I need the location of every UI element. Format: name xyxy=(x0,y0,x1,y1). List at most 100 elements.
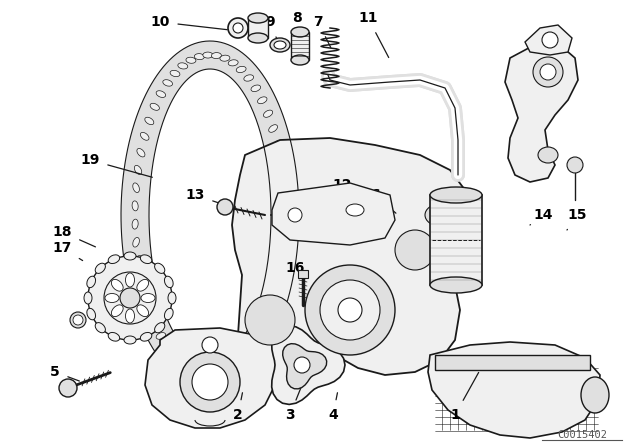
Polygon shape xyxy=(272,183,395,245)
Ellipse shape xyxy=(264,313,273,320)
Ellipse shape xyxy=(145,306,154,313)
Ellipse shape xyxy=(244,349,253,355)
Ellipse shape xyxy=(156,332,166,339)
Text: 10: 10 xyxy=(150,15,227,30)
Ellipse shape xyxy=(269,297,278,306)
Text: 18: 18 xyxy=(52,225,95,247)
Ellipse shape xyxy=(87,308,95,320)
Ellipse shape xyxy=(137,305,148,317)
Ellipse shape xyxy=(248,13,268,23)
Ellipse shape xyxy=(108,255,120,263)
Ellipse shape xyxy=(270,38,290,52)
Ellipse shape xyxy=(132,201,138,211)
Circle shape xyxy=(320,280,380,340)
Ellipse shape xyxy=(124,252,136,260)
Ellipse shape xyxy=(211,52,221,59)
Ellipse shape xyxy=(236,66,246,73)
Ellipse shape xyxy=(264,110,273,117)
Ellipse shape xyxy=(248,33,268,43)
Circle shape xyxy=(217,199,233,215)
Text: C0015402: C0015402 xyxy=(557,430,607,440)
Ellipse shape xyxy=(346,204,364,216)
Circle shape xyxy=(104,272,156,324)
Ellipse shape xyxy=(425,204,455,226)
Ellipse shape xyxy=(233,23,243,33)
Ellipse shape xyxy=(134,165,141,174)
Ellipse shape xyxy=(164,276,173,288)
Ellipse shape xyxy=(111,280,123,291)
Circle shape xyxy=(540,64,556,80)
Ellipse shape xyxy=(140,290,149,297)
Ellipse shape xyxy=(87,276,95,288)
Circle shape xyxy=(294,357,310,373)
Ellipse shape xyxy=(132,183,140,193)
Bar xyxy=(248,18,268,38)
Text: 7: 7 xyxy=(313,15,331,47)
Ellipse shape xyxy=(141,293,155,302)
Ellipse shape xyxy=(156,91,166,97)
Circle shape xyxy=(288,208,302,222)
Ellipse shape xyxy=(95,323,106,333)
Circle shape xyxy=(73,315,83,325)
Ellipse shape xyxy=(273,140,282,148)
Ellipse shape xyxy=(137,280,148,291)
Text: 14: 14 xyxy=(530,208,553,225)
Bar xyxy=(291,32,309,60)
Ellipse shape xyxy=(581,377,609,413)
Ellipse shape xyxy=(276,157,285,166)
Text: 9: 9 xyxy=(265,15,277,39)
Polygon shape xyxy=(272,326,345,405)
Ellipse shape xyxy=(274,41,286,49)
Ellipse shape xyxy=(170,353,180,360)
Ellipse shape xyxy=(155,323,164,333)
Ellipse shape xyxy=(137,148,145,157)
Text: 11: 11 xyxy=(358,11,388,57)
Circle shape xyxy=(245,295,295,345)
Ellipse shape xyxy=(124,336,136,344)
Ellipse shape xyxy=(282,192,287,202)
Circle shape xyxy=(305,265,395,355)
Text: 15: 15 xyxy=(567,208,587,230)
Bar xyxy=(435,355,590,370)
Ellipse shape xyxy=(140,132,149,140)
Ellipse shape xyxy=(211,371,221,377)
Polygon shape xyxy=(505,42,578,182)
Ellipse shape xyxy=(282,228,287,238)
Polygon shape xyxy=(428,342,600,438)
Ellipse shape xyxy=(84,292,92,304)
Text: 17: 17 xyxy=(52,241,83,261)
Ellipse shape xyxy=(95,263,106,273)
Ellipse shape xyxy=(164,308,173,320)
Circle shape xyxy=(70,312,86,328)
Ellipse shape xyxy=(273,281,282,290)
Ellipse shape xyxy=(228,18,248,38)
Text: 8: 8 xyxy=(292,11,304,35)
Circle shape xyxy=(338,298,362,322)
Circle shape xyxy=(120,288,140,308)
Ellipse shape xyxy=(538,147,558,163)
Polygon shape xyxy=(232,138,468,375)
Ellipse shape xyxy=(280,174,287,183)
Bar xyxy=(430,195,482,285)
Text: 1: 1 xyxy=(450,372,479,422)
Text: 12: 12 xyxy=(332,178,356,194)
Ellipse shape xyxy=(178,63,188,69)
Ellipse shape xyxy=(140,332,152,341)
Ellipse shape xyxy=(220,369,230,375)
Ellipse shape xyxy=(251,85,260,91)
Ellipse shape xyxy=(137,273,145,281)
Circle shape xyxy=(192,364,228,400)
Ellipse shape xyxy=(269,125,278,132)
Ellipse shape xyxy=(150,103,159,110)
Text: 4: 4 xyxy=(328,393,338,422)
Ellipse shape xyxy=(244,75,253,81)
Ellipse shape xyxy=(132,237,140,247)
Ellipse shape xyxy=(291,27,309,37)
Ellipse shape xyxy=(134,255,141,265)
Text: 13: 13 xyxy=(186,188,222,204)
Ellipse shape xyxy=(203,52,213,58)
Ellipse shape xyxy=(203,372,213,378)
Text: 3: 3 xyxy=(285,388,301,422)
Ellipse shape xyxy=(163,344,173,350)
Ellipse shape xyxy=(145,117,154,125)
